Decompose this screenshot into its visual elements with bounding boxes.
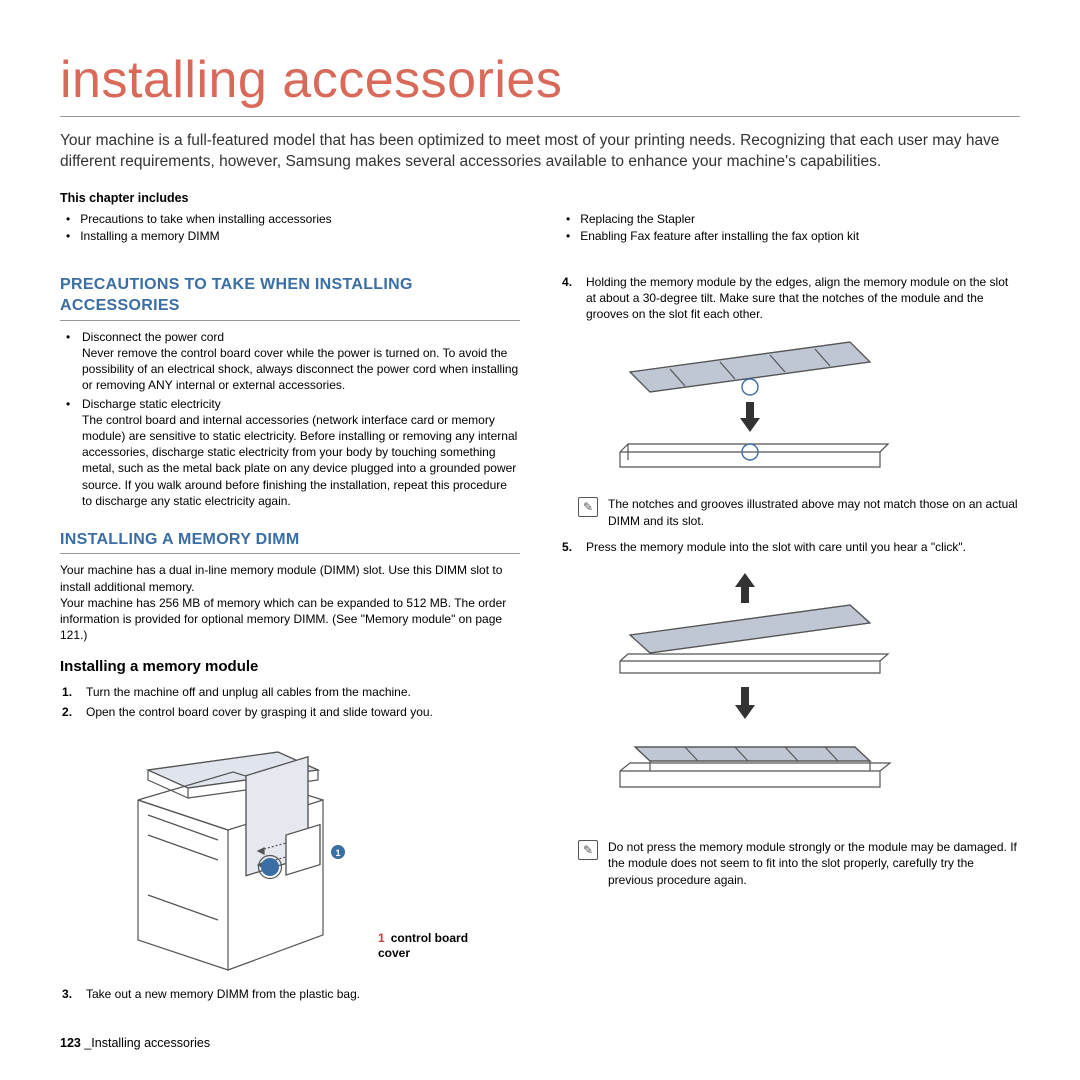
note-icon: ✎: [578, 497, 598, 517]
precaution-body: The control board and internal accessori…: [82, 413, 517, 508]
step-2: Open the control board cover by grasping…: [60, 704, 520, 720]
include-item: Replacing the Stapler: [560, 211, 1020, 228]
step-5: Press the memory module into the slot wi…: [560, 539, 1020, 555]
includes-right: Replacing the Stapler Enabling Fax featu…: [560, 211, 1020, 246]
precautions-list: Disconnect the power cord Never remove t…: [60, 329, 520, 509]
chapter-includes-label: This chapter includes: [60, 191, 1020, 205]
steps-1-3: Turn the machine off and unplug all cabl…: [60, 684, 520, 720]
footer-page-number: 123: [60, 1036, 81, 1050]
page-footer: 123 _Installing accessories: [60, 1036, 210, 1050]
intro-text: Your machine is a full-featured model th…: [60, 131, 1020, 173]
precautions-heading: PRECAUTIONS TO TAKE WHEN INSTALLING ACCE…: [60, 274, 520, 321]
precaution-lead: Discharge static electricity: [82, 397, 221, 411]
content-columns: PRECAUTIONS TO TAKE WHEN INSTALLING ACCE…: [60, 274, 1020, 1007]
step-5-list: Press the memory module into the slot wi…: [560, 539, 1020, 555]
precaution-body: Never remove the control board cover whi…: [82, 346, 518, 392]
dimm-intro-1: Your machine has a dual in-line memory m…: [60, 562, 520, 594]
page-title: installing accessories: [60, 50, 1020, 117]
printer-figure: 1 1control board cover: [78, 730, 520, 980]
include-item: Precautions to take when installing acce…: [60, 211, 520, 228]
step-3-list: Take out a new memory DIMM from the plas…: [60, 986, 520, 1002]
step-3: Take out a new memory DIMM from the plas…: [60, 986, 520, 1002]
right-column: Holding the memory module by the edges, …: [560, 274, 1020, 1007]
figure-callout: 1control board cover: [378, 931, 488, 962]
step-4-list: Holding the memory module by the edges, …: [560, 274, 1020, 323]
note-icon: ✎: [578, 840, 598, 860]
includes-left: Precautions to take when installing acce…: [60, 211, 520, 246]
svg-text:1: 1: [335, 848, 340, 858]
dimm-intro-2: Your machine has 256 MB of memory which …: [60, 595, 520, 644]
dimm-press-figure: [600, 565, 1020, 829]
include-item: Installing a memory DIMM: [60, 228, 520, 245]
dimm-align-figure: [600, 332, 1020, 486]
include-item: Enabling Fax feature after installing th…: [560, 228, 1020, 245]
precaution-item: Disconnect the power cord Never remove t…: [60, 329, 520, 394]
installing-module-sub: Installing a memory module: [60, 657, 520, 677]
precaution-lead: Disconnect the power cord: [82, 330, 224, 344]
chapter-includes: Precautions to take when installing acce…: [60, 211, 1020, 246]
left-column: PRECAUTIONS TO TAKE WHEN INSTALLING ACCE…: [60, 274, 520, 1007]
footer-label: _Installing accessories: [84, 1036, 210, 1050]
note-2: ✎ Do not press the memory module strongl…: [578, 839, 1020, 888]
printer-illustration: 1: [78, 730, 358, 980]
note-1-text: The notches and grooves illustrated abov…: [608, 496, 1020, 528]
step-4: Holding the memory module by the edges, …: [560, 274, 1020, 323]
step-1: Turn the machine off and unplug all cabl…: [60, 684, 520, 700]
callout-number: 1: [378, 931, 385, 945]
note-1: ✎ The notches and grooves illustrated ab…: [578, 496, 1020, 528]
callout-label: control board cover: [378, 931, 468, 961]
dimm-heading: INSTALLING A MEMORY DIMM: [60, 529, 520, 555]
precaution-item: Discharge static electricity The control…: [60, 396, 520, 509]
note-2-text: Do not press the memory module strongly …: [608, 839, 1020, 888]
